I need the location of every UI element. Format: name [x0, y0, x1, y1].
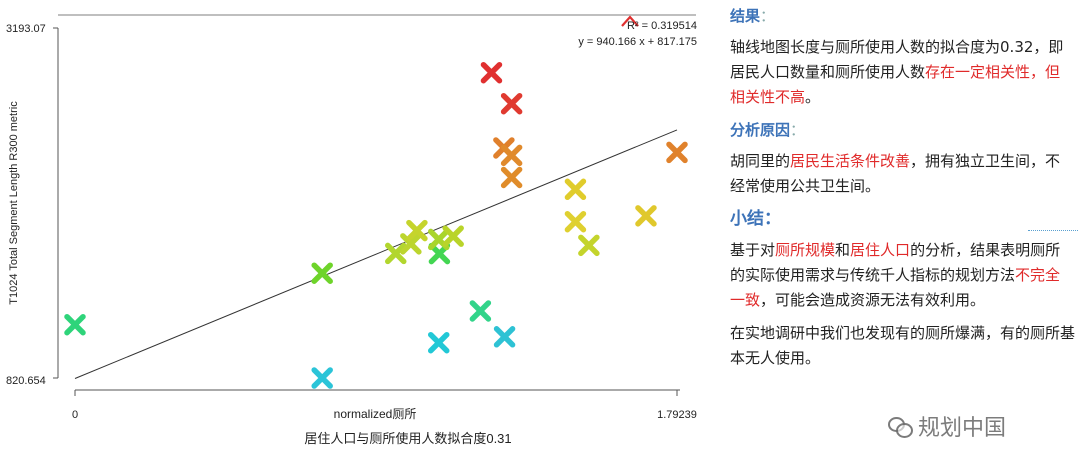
data-point-3 [311, 262, 333, 284]
scatter-chart: R² = 0.319514 y = 940.166 x + 817.175 31… [6, 14, 697, 446]
result-heading: 结果： [730, 7, 776, 25]
y-tick-bottom: 820.654 [6, 375, 46, 387]
field-text: 在实地调研中我们也发现有的厕所爆满，有的厕所基本无人使用。 [730, 324, 1076, 367]
r2-icon [621, 15, 641, 28]
axes [57, 14, 696, 391]
data-points [64, 61, 688, 389]
data-point-19 [564, 210, 587, 233]
y-axis-label: T1024 Total Segment Length R300 metric [8, 101, 20, 305]
wechat-icon [888, 415, 913, 438]
data-point-16 [500, 144, 523, 167]
data-point-13 [480, 61, 503, 84]
fit-line [74, 129, 678, 379]
r2-label: R² = 0.319514 [627, 20, 697, 32]
x-tick-right: 1.79239 [657, 409, 697, 421]
ticks [53, 27, 678, 396]
summary-heading: 小结： [730, 209, 781, 229]
y-tick-top: 3193.07 [6, 23, 46, 35]
data-point-5 [400, 233, 422, 255]
chart-caption: 居住人口与厕所使用人数拟合度0.31 [304, 431, 511, 446]
data-point-2 [311, 367, 333, 389]
data-point-18 [564, 178, 587, 201]
data-point-6 [406, 219, 428, 242]
reason-text: 胡同里的居民生活条件改善，拥有独立卫生间，不经常使用公共卫生间。 [730, 152, 1061, 195]
data-point-14 [500, 92, 523, 115]
result-text: 轴线地图长度与厕所使用人数的拟合度为0.32，即居民人口数量和厕所使用人数存在一… [730, 38, 1064, 106]
data-point-17 [500, 166, 523, 189]
data-point-11 [469, 300, 492, 322]
watermark: 规划中国 [888, 410, 1006, 442]
data-point-20 [578, 234, 600, 257]
analysis-panel: 结果： 轴线地图长度与厕所使用人数的拟合度为0.32，即居民人口数量和厕所使用人… [730, 4, 1075, 379]
x-tick-left: 0 [72, 409, 78, 421]
reason-heading: 分析原因： [730, 121, 806, 139]
x-axis-label: normalized厕所 [334, 407, 417, 421]
data-point-21 [635, 205, 657, 227]
data-point-12 [493, 326, 516, 348]
data-point-9 [442, 225, 464, 247]
data-point-1 [64, 313, 86, 336]
data-point-22 [666, 141, 688, 164]
divider [1028, 230, 1078, 231]
summary-text: 基于对厕所规模和居住人口的分析，结果表明厕所的实际使用需求与传统千人指标的规划方… [730, 241, 1061, 309]
equation-label: y = 940.166 x + 817.175 [578, 36, 697, 48]
data-point-10 [427, 331, 450, 354]
data-point-4 [385, 242, 407, 265]
